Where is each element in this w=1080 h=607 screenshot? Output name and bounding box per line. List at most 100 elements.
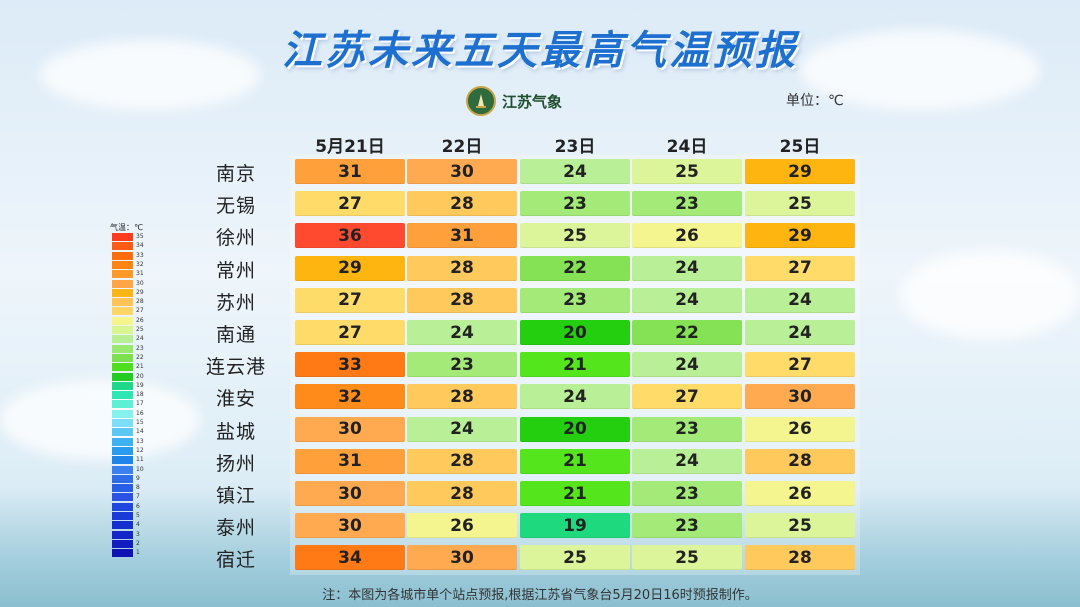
legend-swatch bbox=[112, 400, 133, 409]
legend-label: 25 bbox=[136, 326, 144, 333]
legend-swatch bbox=[112, 521, 133, 530]
temperature-cell: 25 bbox=[632, 545, 742, 571]
temperature-cell: 24 bbox=[745, 287, 855, 313]
footnote: 注：本图为各城市单个站点预报,根据江苏省气象台5月20日16时预报制作。 bbox=[322, 588, 758, 603]
cloud-decoration bbox=[0, 380, 200, 460]
temperature-cell: 33 bbox=[295, 352, 405, 378]
legend-swatch bbox=[112, 335, 133, 344]
temperature-cell: 24 bbox=[632, 352, 742, 378]
legend-swatch bbox=[112, 493, 133, 502]
legend-label: 34 bbox=[136, 242, 144, 250]
cloud-decoration bbox=[40, 40, 260, 110]
page-title: 江苏未来五天最高气温预报 bbox=[282, 28, 798, 74]
temperature-cell: 28 bbox=[407, 191, 517, 217]
temperature-cell: 24 bbox=[520, 159, 630, 184]
legend-label: 13 bbox=[136, 437, 144, 445]
legend-label: 30 bbox=[136, 279, 144, 287]
city-label: 常州 bbox=[215, 259, 256, 282]
city-label: 扬州 bbox=[215, 452, 256, 475]
legend-swatch bbox=[112, 288, 133, 297]
temperature-cell: 26 bbox=[407, 513, 517, 539]
temperature-cell: 30 bbox=[295, 481, 405, 506]
legend-swatch bbox=[112, 270, 133, 279]
logo-text: 江苏气象 bbox=[502, 92, 563, 111]
legend-label: 11 bbox=[136, 456, 144, 464]
legend-label: 26 bbox=[136, 316, 144, 324]
legend-label: 20 bbox=[136, 372, 144, 380]
temperature-cell: 27 bbox=[745, 255, 855, 281]
legend-label: 12 bbox=[136, 446, 144, 454]
legend-label: 31 bbox=[136, 270, 144, 278]
legend-swatch bbox=[112, 326, 133, 334]
legend-label: 33 bbox=[136, 251, 144, 259]
legend-swatch bbox=[112, 409, 133, 418]
legend-swatch bbox=[112, 279, 133, 288]
legend-swatch bbox=[112, 549, 133, 558]
city-label: 淮安 bbox=[215, 388, 256, 411]
legend-swatch bbox=[112, 428, 133, 437]
temperature-cell: 24 bbox=[632, 287, 742, 313]
legend-label: 16 bbox=[136, 409, 144, 417]
legend-label: 21 bbox=[136, 363, 144, 371]
temperature-cell: 31 bbox=[295, 159, 405, 184]
legend-label: 17 bbox=[136, 400, 144, 408]
temperature-cell: 24 bbox=[520, 384, 630, 410]
temperature-cell: 27 bbox=[295, 287, 405, 313]
temperature-cell: 23 bbox=[520, 191, 630, 217]
city-label: 无锡 bbox=[215, 195, 256, 218]
temperature-cell: 27 bbox=[632, 384, 742, 410]
temperature-cell: 20 bbox=[520, 416, 630, 442]
temperature-cell: 23 bbox=[632, 513, 742, 539]
legend-label: 15 bbox=[136, 419, 144, 426]
legend-swatch bbox=[112, 391, 133, 400]
logo: 江苏气象 bbox=[466, 86, 562, 116]
temperature-cell: 30 bbox=[295, 513, 405, 539]
legend-swatch bbox=[112, 372, 133, 381]
temperature-cell: 22 bbox=[632, 320, 742, 345]
logo-emblem-icon bbox=[466, 86, 496, 116]
temperature-cell: 24 bbox=[745, 320, 855, 345]
legend-swatch bbox=[112, 474, 133, 483]
legend-swatch bbox=[112, 363, 133, 372]
temperature-cell: 21 bbox=[520, 352, 630, 378]
legend-swatch bbox=[112, 437, 133, 446]
legend-swatch bbox=[112, 260, 133, 269]
temperature-cell: 29 bbox=[745, 223, 855, 249]
temperature-cell: 27 bbox=[745, 352, 855, 378]
temperature-cell: 34 bbox=[295, 545, 405, 571]
legend-swatch bbox=[112, 465, 133, 474]
legend-label: 27 bbox=[136, 307, 144, 315]
temperature-cell: 27 bbox=[295, 191, 405, 217]
column-header: 23日 bbox=[554, 137, 596, 157]
legend-swatch bbox=[112, 446, 133, 455]
legend-swatch bbox=[112, 456, 133, 465]
temperature-cell: 28 bbox=[407, 384, 517, 410]
column-header: 5月21日 bbox=[315, 137, 385, 157]
legend-swatch bbox=[112, 242, 133, 251]
city-label: 徐州 bbox=[215, 227, 256, 250]
temperature-cell: 25 bbox=[745, 513, 855, 539]
legend-swatch bbox=[112, 419, 133, 427]
legend-label: 24 bbox=[136, 335, 144, 343]
temperature-cell: 24 bbox=[632, 448, 742, 474]
legend-label: 32 bbox=[136, 260, 144, 268]
temperature-cell: 21 bbox=[520, 481, 630, 506]
legend-label: 3 bbox=[136, 530, 140, 538]
legend-label: 9 bbox=[136, 474, 140, 482]
legend-label: 10 bbox=[136, 465, 144, 473]
legend-label: 8 bbox=[136, 484, 140, 492]
column-header: 25日 bbox=[779, 137, 821, 157]
temperature-cell: 30 bbox=[407, 159, 517, 184]
legend-label: 2 bbox=[136, 539, 140, 547]
column-header: 24日 bbox=[666, 137, 708, 157]
temperature-cell: 36 bbox=[295, 223, 405, 249]
legend-swatch bbox=[112, 353, 133, 362]
legend-swatch bbox=[112, 539, 133, 548]
legend-label: 29 bbox=[136, 288, 144, 296]
city-label: 镇江 bbox=[215, 485, 256, 507]
temperature-cell: 26 bbox=[632, 223, 742, 249]
temperature-cell: 28 bbox=[407, 448, 517, 474]
legend-swatch bbox=[112, 307, 133, 316]
temperature-cell: 30 bbox=[745, 384, 855, 410]
legend-label: 5 bbox=[136, 512, 140, 519]
